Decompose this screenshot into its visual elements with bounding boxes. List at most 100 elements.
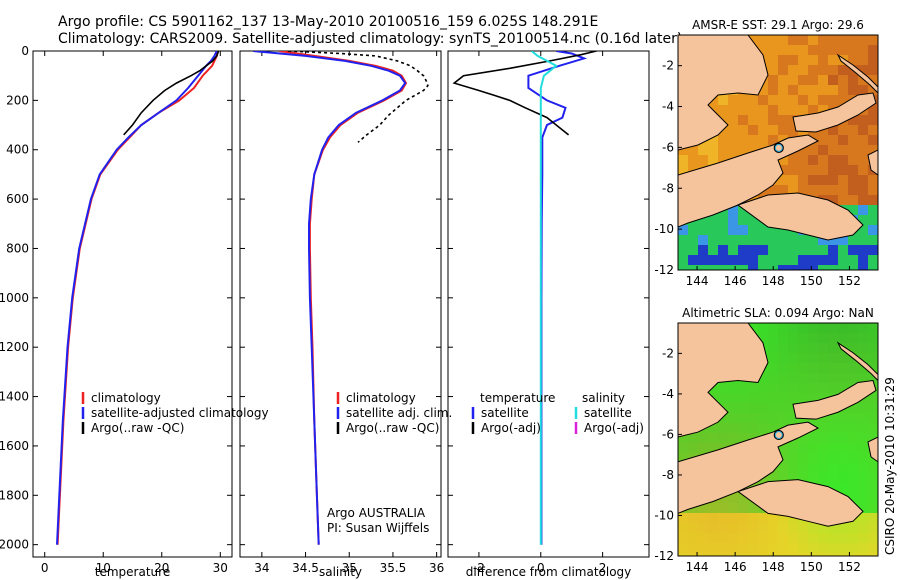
map-cell (818, 463, 829, 474)
argo-float-marker-inner (774, 143, 783, 152)
map-cell (868, 235, 878, 246)
map-cell (768, 225, 779, 236)
map-cell (868, 225, 878, 236)
map-cell (858, 513, 869, 524)
map-cell (858, 195, 869, 206)
map-cell (838, 135, 849, 146)
map-cell (718, 383, 729, 394)
map-cell (788, 245, 799, 256)
map-cell (778, 523, 789, 534)
x-tick-label: 35.5 (380, 561, 407, 575)
map-cell (788, 363, 799, 374)
map-cell (848, 323, 859, 334)
map-cell (768, 235, 779, 246)
map-cell (858, 463, 869, 474)
map-cell (788, 373, 799, 384)
map-cell (758, 543, 769, 554)
legend-sal-satellite-adj-label: satellite adj. clim. (346, 406, 452, 420)
map-cell (788, 85, 799, 96)
map-cell (788, 543, 799, 554)
map-cell (748, 105, 759, 116)
map-cell (708, 553, 719, 556)
map-cell (848, 553, 859, 556)
y-tick-label: 1800 (0, 488, 29, 502)
map-cell (858, 353, 869, 364)
map-cell (758, 423, 769, 434)
map-cell (858, 413, 869, 424)
map-cell (738, 403, 749, 414)
legend-diff-sal-satellite-label: satellite (584, 406, 632, 420)
map-cell (858, 225, 869, 236)
map-cell (738, 513, 749, 524)
map-cell (788, 403, 799, 414)
map-cell (768, 105, 779, 116)
map-cell (848, 363, 859, 374)
map-cell (768, 35, 779, 46)
map-cell (698, 433, 709, 444)
map-cell (798, 145, 809, 156)
salinity-panel-frame (239, 50, 442, 558)
land-mass (678, 421, 820, 514)
map-cell (708, 533, 719, 544)
map-cell (818, 35, 829, 46)
x-tick-label: 2 (599, 561, 607, 575)
map-x-tick-label: 144 (686, 274, 709, 288)
map-cell (788, 383, 799, 394)
map-cell (818, 105, 829, 116)
map-cell (778, 165, 789, 176)
map-cell (718, 393, 729, 404)
map-cell (868, 265, 878, 270)
map-cell (678, 553, 689, 556)
sla-map-field (678, 323, 878, 556)
map-cell (798, 343, 809, 354)
map-cell (828, 533, 839, 544)
map-cell (758, 35, 769, 46)
map-cell (778, 115, 789, 126)
map-cell (848, 443, 859, 454)
map-cell (838, 35, 849, 46)
map-cell (838, 463, 849, 474)
map-cell (838, 45, 849, 56)
map-cell (758, 403, 769, 414)
map-cell (828, 373, 839, 384)
map-cell (748, 115, 759, 126)
map-cell (788, 333, 799, 344)
map-cell (858, 215, 869, 226)
map-cell (838, 433, 849, 444)
map-cell (738, 413, 749, 424)
x-tick-label: 10 (96, 561, 111, 575)
legend-temp-climatology-label: climatology (91, 391, 161, 405)
legend-diff-sal-argo-label: Argo(-adj) (584, 421, 644, 435)
map-cell (808, 145, 819, 156)
map-cell (838, 423, 849, 434)
map-cell (858, 245, 869, 256)
map-cell (818, 553, 829, 556)
map-cell (798, 235, 809, 246)
y-tick-label: 200 (6, 93, 29, 107)
argo-float-marker (773, 429, 784, 441)
series-line-satellite-adj-clim- (253, 51, 407, 545)
map-cell (778, 513, 789, 524)
map-cell (768, 323, 779, 334)
map-cell (788, 45, 799, 56)
map-cell (738, 393, 749, 404)
map-cell (858, 55, 869, 66)
map-cell (768, 333, 779, 344)
map-cell (798, 433, 809, 444)
map-cell (848, 373, 859, 384)
map-cell (828, 523, 839, 534)
map-cell (728, 403, 739, 414)
x-tick-label: 34 (254, 561, 269, 575)
map-cell (768, 255, 779, 266)
map-cell (718, 155, 729, 166)
map-cell (778, 225, 789, 236)
map-cell (848, 473, 859, 484)
map-cell (738, 543, 749, 554)
map-cell (728, 513, 739, 524)
map-cell (758, 413, 769, 424)
map-cell (858, 175, 869, 186)
x-tick-label: 0 (41, 561, 49, 575)
map-cell (818, 433, 829, 444)
y-tick-label: 600 (6, 192, 29, 206)
map-cell (858, 453, 869, 464)
